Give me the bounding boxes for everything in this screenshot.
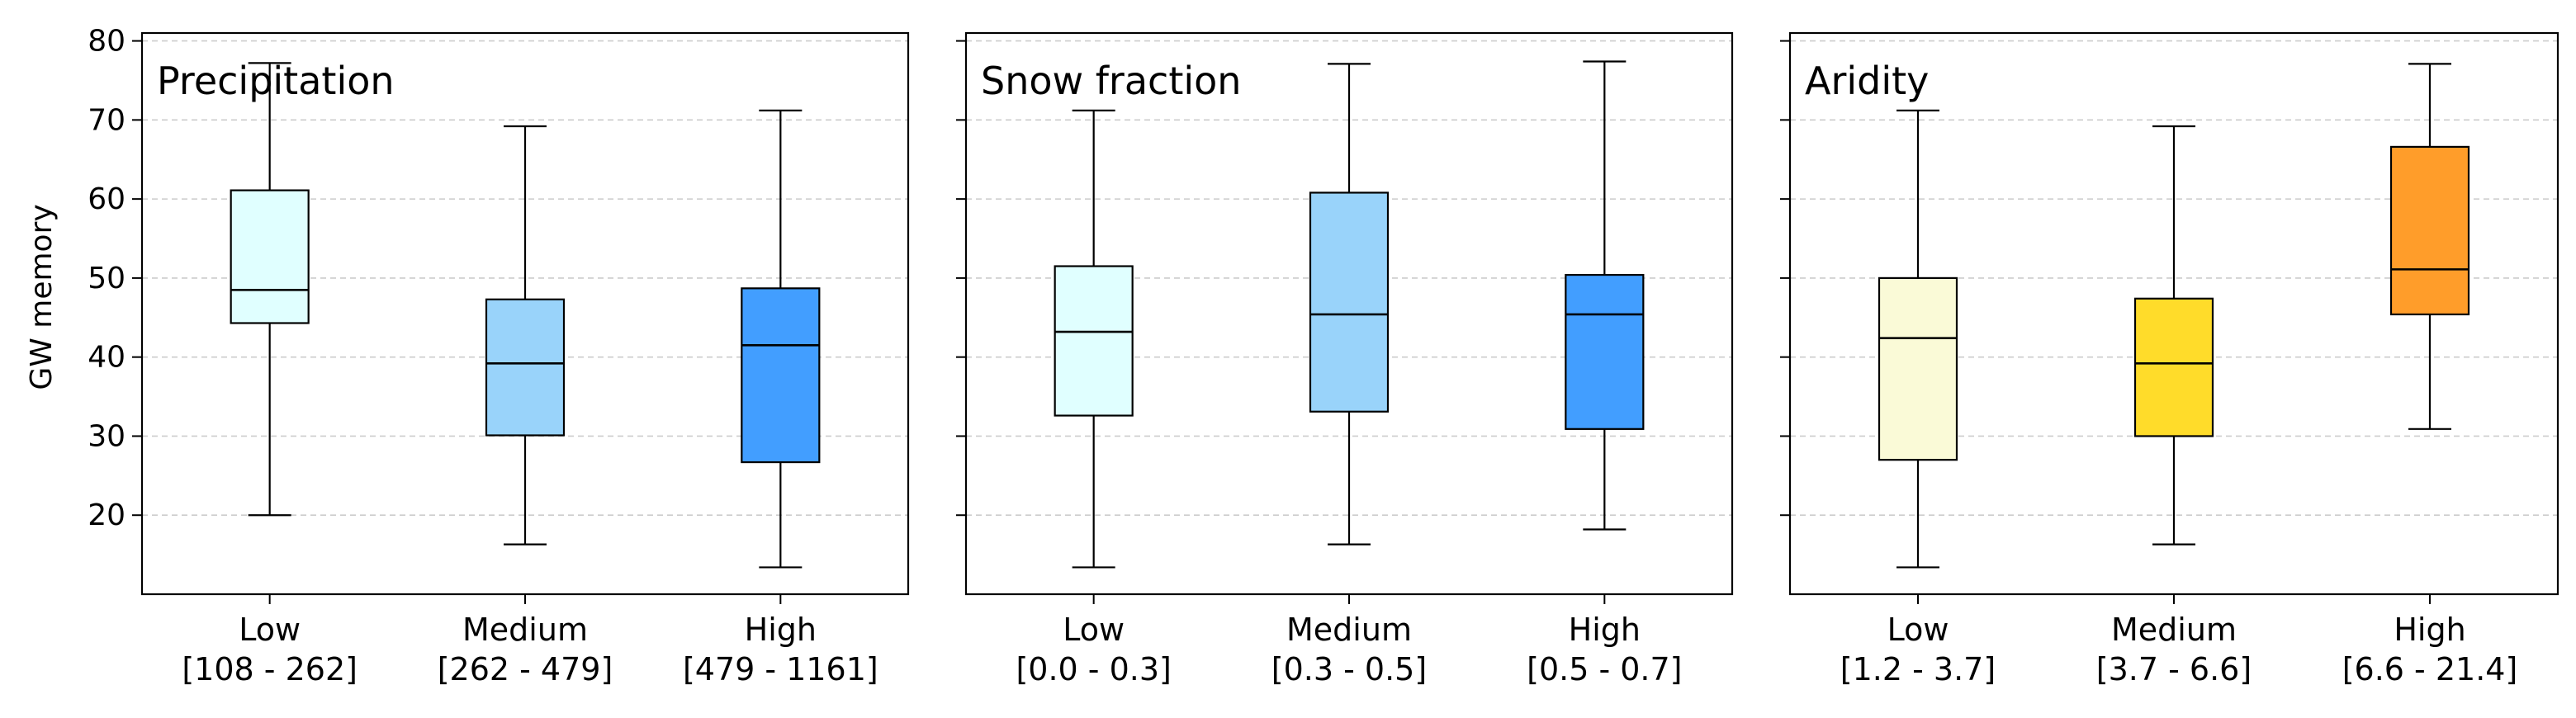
- iqr-box: [1565, 273, 1645, 430]
- iqr-box: [741, 287, 821, 464]
- box-low: Low[0.0 - 0.3]: [1016, 109, 1172, 687]
- category-label: Low: [1063, 612, 1125, 648]
- iqr-box: [2133, 297, 2214, 437]
- y-tick-label: 40: [88, 341, 125, 375]
- panel-title: Aridity: [1805, 59, 1929, 103]
- box-high: High[6.6 - 21.4]: [2342, 63, 2518, 687]
- category-range-label: [1.2 - 3.7]: [1840, 651, 1996, 687]
- category-label: High: [2394, 612, 2465, 648]
- panel-snow-fraction: Snow fraction Low[0.0 - 0.3] Medium[0.3 - …: [956, 31, 1734, 687]
- y-tick-label: 50: [88, 262, 125, 295]
- y-tick-label: 20: [88, 498, 125, 532]
- category-range-label: [479 - 1161]: [683, 651, 878, 687]
- category-label: Medium: [2111, 612, 2237, 648]
- category-label: Medium: [1286, 612, 1412, 648]
- category-range-label: [0.5 - 0.7]: [1527, 651, 1682, 687]
- panel-title: Precipitation: [157, 59, 395, 103]
- category-label: High: [1569, 612, 1641, 648]
- iqr-box: [1878, 276, 1958, 461]
- category-range-label: [0.0 - 0.3]: [1016, 651, 1171, 687]
- box-high: High[0.5 - 0.7]: [1527, 60, 1683, 687]
- category-label: Low: [239, 612, 301, 648]
- panel-aridity: Aridity Low[1.2 - 3.7] Medium[3.7 - 6.6] Hi…: [1780, 31, 2559, 687]
- y-axis-label: GW memory: [25, 204, 59, 390]
- y-tick-label: 80: [88, 25, 125, 59]
- y-tick-label: 70: [88, 103, 125, 137]
- iqr-box: [1309, 191, 1390, 413]
- box-medium: Medium[0.3 - 0.5]: [1271, 63, 1427, 687]
- box-high: High[479 - 1161]: [683, 109, 878, 687]
- iqr-box: [2389, 145, 2470, 316]
- panel-title: Snow fraction: [981, 59, 1241, 103]
- box-low: Low[1.2 - 3.7]: [1840, 109, 1996, 687]
- category-label: Medium: [462, 612, 588, 648]
- y-tick-label: 30: [88, 419, 125, 453]
- category-label: High: [745, 612, 817, 648]
- category-label: Low: [1887, 612, 1949, 648]
- box-low: Low[108 - 262]: [182, 62, 358, 687]
- category-range-label: [3.7 - 6.6]: [2096, 651, 2252, 687]
- category-range-label: [262 - 479]: [438, 651, 613, 687]
- box-medium: Medium[3.7 - 6.6]: [2096, 125, 2252, 687]
- iqr-box: [230, 189, 310, 324]
- y-tick-label: 60: [88, 182, 125, 216]
- category-range-label: [6.6 - 21.4]: [2342, 651, 2518, 687]
- iqr-box: [1054, 265, 1134, 417]
- box-medium: Medium[262 - 479]: [438, 125, 613, 687]
- category-range-label: [0.3 - 0.5]: [1271, 651, 1427, 687]
- iqr-box: [485, 298, 566, 437]
- category-range-label: [108 - 262]: [182, 651, 358, 687]
